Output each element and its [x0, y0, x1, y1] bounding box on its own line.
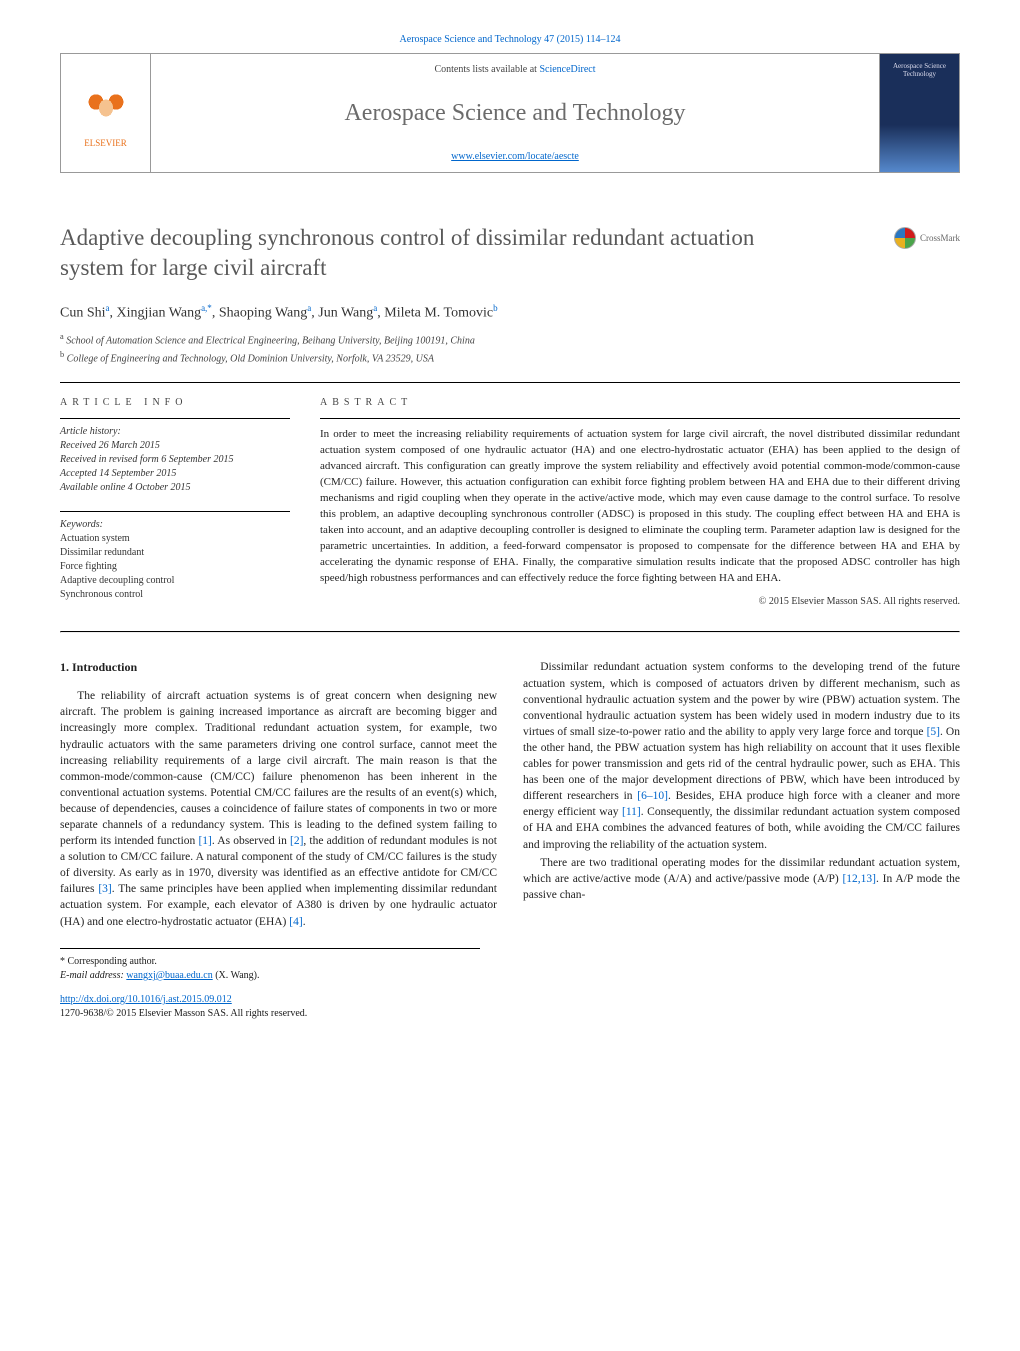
- keyword-item: Synchronous control: [60, 588, 290, 602]
- p1-tail: . As observed in: [212, 835, 290, 847]
- keyword-item: Actuation system: [60, 532, 290, 546]
- body-two-column: 1. Introduction The reliability of aircr…: [60, 659, 960, 929]
- p1-text: The reliability of aircraft actuation sy…: [60, 690, 497, 847]
- citation-link[interactable]: [12,13]: [842, 873, 876, 885]
- corresponding-email-line: E-mail address: wangxj@buaa.edu.cn (X. W…: [60, 969, 480, 983]
- doi-block: http://dx.doi.org/10.1016/j.ast.2015.09.…: [60, 993, 960, 1021]
- intro-heading: 1. Introduction: [60, 659, 497, 676]
- affiliation-b-text: College of Engineering and Technology, O…: [67, 353, 434, 364]
- affiliation-b: b College of Engineering and Technology,…: [60, 349, 960, 366]
- divider-thick: [60, 631, 960, 633]
- journal-header: ELSEVIER Contents lists available at Sci…: [60, 53, 960, 173]
- keyword-item: Dissimilar redundant: [60, 546, 290, 560]
- crossmark-badge[interactable]: CrossMark: [894, 227, 960, 249]
- p3-text: Dissimilar redundant actuation system co…: [523, 661, 960, 737]
- keywords-label: Keywords:: [60, 518, 290, 532]
- affiliation-a-text: School of Automation Science and Electri…: [66, 336, 475, 347]
- email-label: E-mail address:: [60, 970, 126, 981]
- intro-paragraph: There are two traditional operating mode…: [523, 855, 960, 903]
- cover-thumb-text: Aerospace Science Technology: [880, 54, 959, 78]
- abstract-text: In order to meet the increasing reliabil…: [320, 418, 960, 586]
- header-center: Contents lists available at ScienceDirec…: [151, 54, 879, 172]
- article-title: Adaptive decoupling synchronous control …: [60, 223, 820, 283]
- affiliation-a: a School of Automation Science and Elect…: [60, 331, 960, 348]
- email-tail: (X. Wang).: [213, 970, 260, 981]
- keywords-block: Keywords: Actuation system Dissimilar re…: [60, 511, 290, 602]
- abstract-heading: ABSTRACT: [320, 397, 960, 408]
- intro-paragraph: The reliability of aircraft actuation sy…: [60, 688, 497, 929]
- journal-url-link[interactable]: www.elsevier.com/locate/aescte: [451, 151, 579, 162]
- email-link[interactable]: wangxj@buaa.edu.cn: [126, 970, 212, 981]
- author-list: Cun Shia, Xingjian Wanga,*, Shaoping Wan…: [60, 303, 960, 322]
- journal-cover-thumbnail: Aerospace Science Technology: [879, 54, 959, 172]
- crossmark-label: CrossMark: [920, 233, 960, 243]
- article-history: Article history: Received 26 March 2015 …: [60, 418, 290, 495]
- history-revised: Received in revised form 6 September 201…: [60, 453, 290, 467]
- history-accepted: Accepted 14 September 2015: [60, 467, 290, 481]
- abstract-copyright: © 2015 Elsevier Masson SAS. All rights r…: [320, 596, 960, 607]
- p1-tail3: . The same principles have been applied …: [112, 883, 477, 895]
- corresponding-label: * Corresponding author.: [60, 955, 480, 969]
- citation-link[interactable]: [3]: [98, 883, 111, 895]
- crossmark-icon: [894, 227, 916, 249]
- citation-link[interactable]: [6–10]: [637, 790, 668, 802]
- contents-line: Contents lists available at ScienceDirec…: [434, 64, 595, 75]
- citation-link[interactable]: [2]: [290, 835, 303, 847]
- journal-name: Aerospace Science and Technology: [344, 100, 685, 127]
- affiliations: a School of Automation Science and Elect…: [60, 331, 960, 366]
- citation-link[interactable]: [5]: [927, 726, 940, 738]
- keyword-item: Adaptive decoupling control: [60, 574, 290, 588]
- issn-copyright: 1270-9638/© 2015 Elsevier Masson SAS. Al…: [60, 1007, 960, 1021]
- contents-prefix: Contents lists available at: [434, 64, 539, 75]
- elsevier-tree-icon: [81, 78, 131, 138]
- history-online: Available online 4 October 2015: [60, 481, 290, 495]
- citation-link[interactable]: [11]: [622, 806, 641, 818]
- journal-citation-top: Aerospace Science and Technology 47 (201…: [0, 0, 1020, 45]
- abstract-column: ABSTRACT In order to meet the increasing…: [320, 397, 960, 607]
- history-received: Received 26 March 2015: [60, 439, 290, 453]
- intro-paragraph: Dissimilar redundant actuation system co…: [523, 659, 960, 852]
- divider: [60, 382, 960, 383]
- article-info-column: ARTICLE INFO Article history: Received 2…: [60, 397, 290, 607]
- doi-link[interactable]: http://dx.doi.org/10.1016/j.ast.2015.09.…: [60, 994, 232, 1005]
- keyword-item: Force fighting: [60, 560, 290, 574]
- corresponding-footnote: * Corresponding author. E-mail address: …: [60, 948, 480, 983]
- citation-link[interactable]: [4]: [289, 916, 302, 928]
- publisher-label: ELSEVIER: [84, 138, 127, 148]
- history-label: Article history:: [60, 425, 290, 439]
- elsevier-logo: ELSEVIER: [61, 54, 151, 172]
- sciencedirect-link[interactable]: ScienceDirect: [539, 64, 595, 75]
- citation-link[interactable]: [1]: [198, 835, 211, 847]
- article-info-heading: ARTICLE INFO: [60, 397, 290, 408]
